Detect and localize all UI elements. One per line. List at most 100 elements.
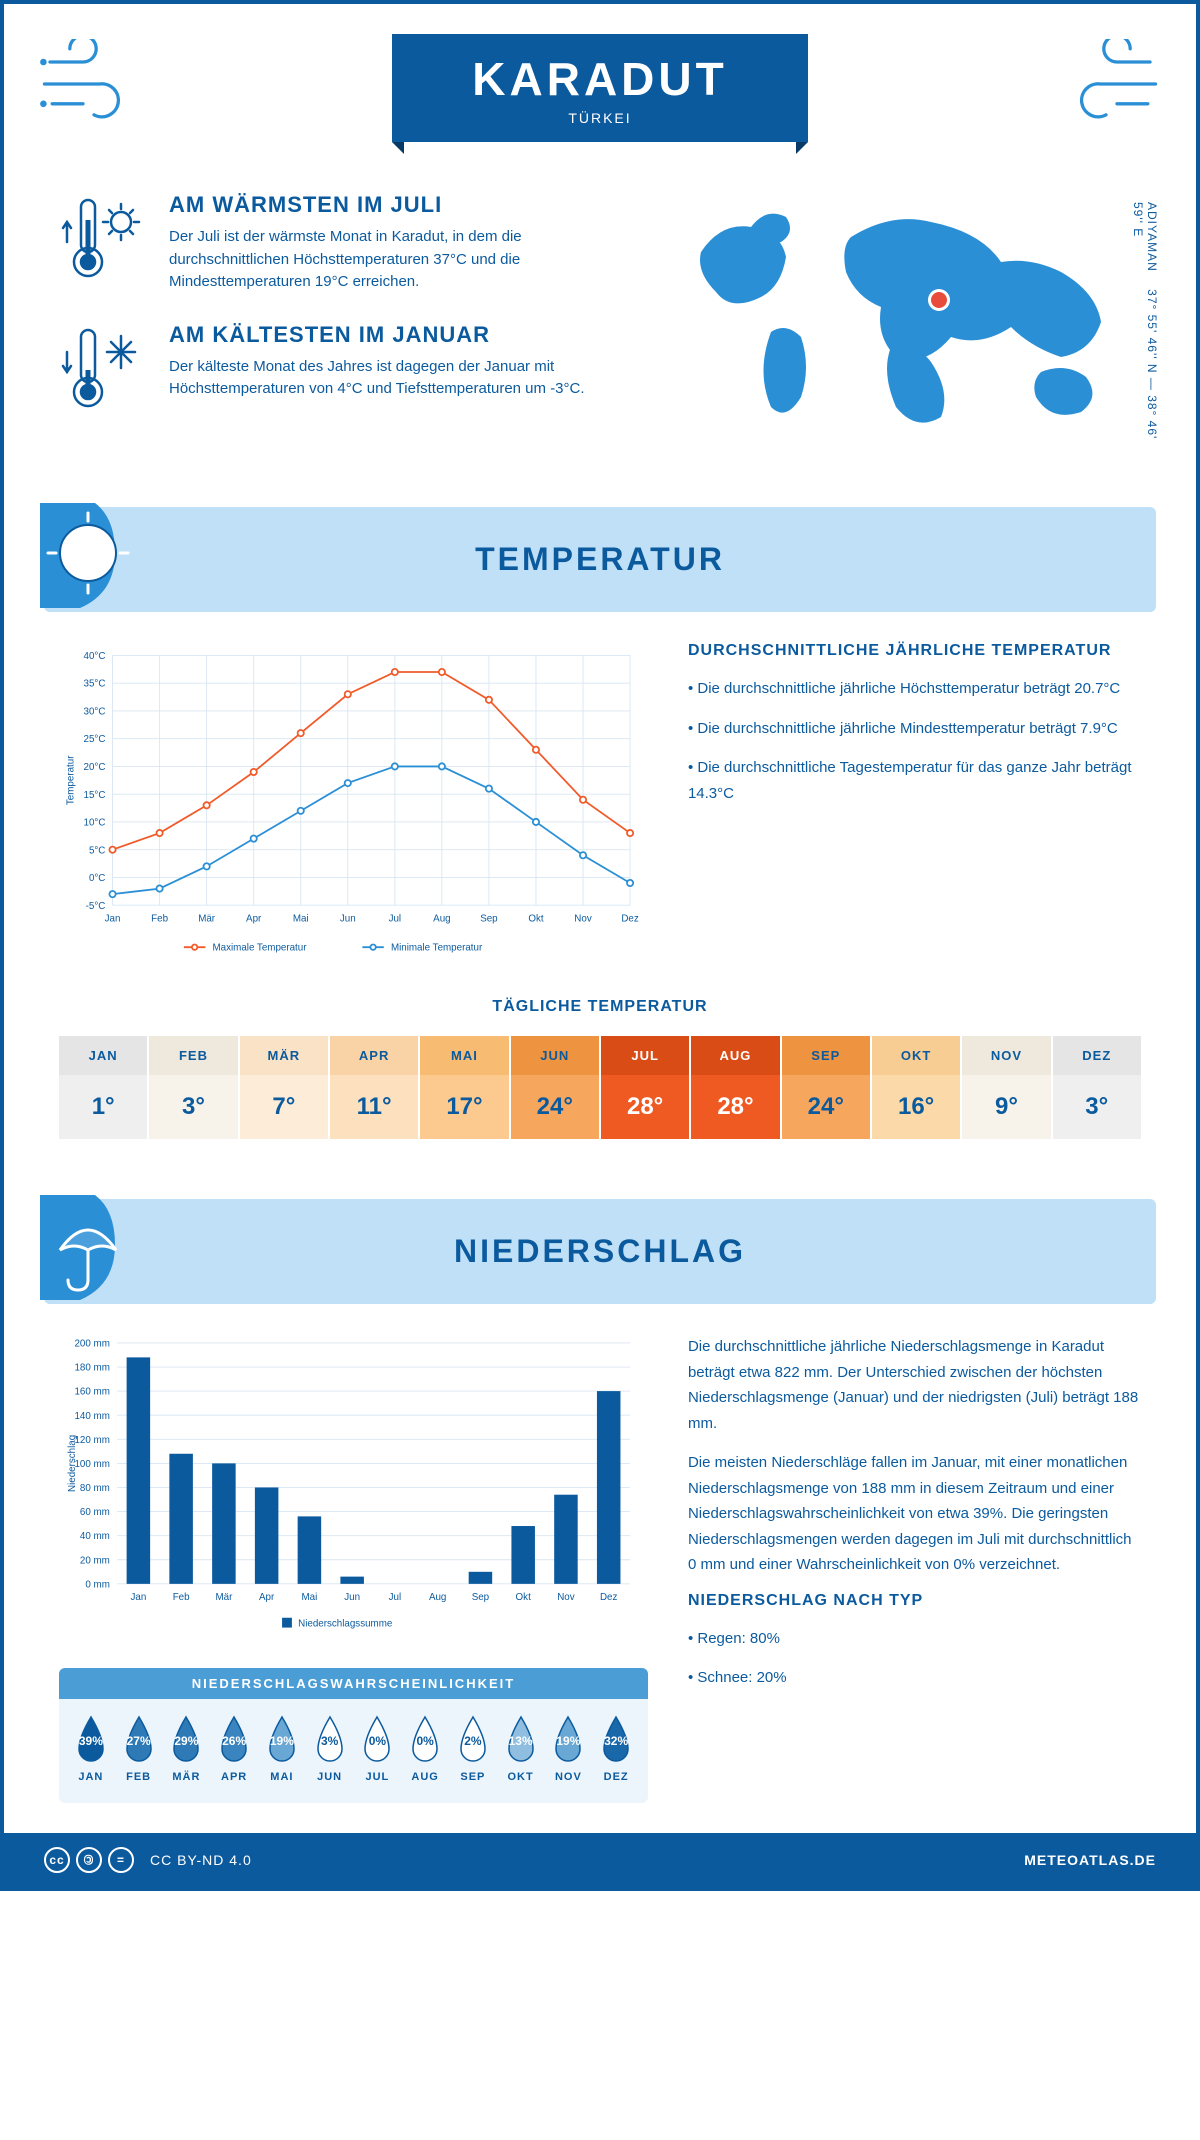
svg-text:120 mm: 120 mm — [74, 1435, 109, 1446]
svg-text:Aug: Aug — [433, 913, 450, 924]
drop-cell: 32%DEZ — [594, 1713, 638, 1783]
site-name: METEOATLAS.DE — [1024, 1852, 1156, 1868]
location-title: KARADUT — [472, 52, 727, 106]
svg-text:Jul: Jul — [389, 913, 402, 924]
svg-text:Feb: Feb — [151, 913, 168, 924]
umbrella-icon — [40, 1195, 160, 1315]
precipitation-header: NIEDERSCHLAG — [44, 1199, 1156, 1304]
coordinates: ADIYAMAN 37° 55' 46'' N — 38° 46' 59'' E — [1131, 202, 1159, 457]
svg-text:40 mm: 40 mm — [80, 1531, 110, 1542]
svg-text:60 mm: 60 mm — [80, 1507, 110, 1518]
warmest-text: AM WÄRMSTEN IM JULI Der Juli ist der wär… — [169, 192, 631, 294]
svg-text:20 mm: 20 mm — [80, 1556, 110, 1567]
svg-text:Okt: Okt — [528, 913, 544, 924]
drop-cell: 3%JUN — [308, 1713, 352, 1783]
info-blocks: AM WÄRMSTEN IM JULI Der Juli ist der wär… — [59, 192, 631, 457]
precip-text-2: Die meisten Niederschläge fallen im Janu… — [688, 1450, 1141, 1578]
top-info-section: AM WÄRMSTEN IM JULI Der Juli ist der wär… — [4, 182, 1196, 487]
temp-summary-title: DURCHSCHNITTLICHE JÄHRLICHE TEMPERATUR — [688, 642, 1141, 660]
bar-chart-svg: 0 mm20 mm40 mm60 mm80 mm100 mm120 mm140 … — [59, 1334, 648, 1637]
temp-bullet: Die durchschnittliche jährliche Mindestt… — [688, 716, 1141, 742]
daily-temp-grid: JAN1°FEB3°MÄR7°APR11°MAI17°JUN24°JUL28°A… — [59, 1036, 1141, 1139]
svg-text:Minimale Temperatur: Minimale Temperatur — [391, 943, 483, 954]
svg-text:Mär: Mär — [215, 1592, 233, 1603]
svg-text:25°C: 25°C — [84, 734, 106, 745]
temp-cell: MÄR7° — [240, 1036, 328, 1139]
thermometer-cold-icon — [59, 322, 149, 412]
temperature-chart: -5°C0°C5°C10°C15°C20°C25°C30°C35°C40°CJa… — [59, 642, 648, 968]
precipitation-title: NIEDERSCHLAG — [44, 1233, 1156, 1270]
svg-text:20°C: 20°C — [84, 762, 106, 773]
precip-text-1: Die durchschnittliche jährliche Niedersc… — [688, 1334, 1141, 1436]
svg-text:Nov: Nov — [574, 913, 592, 924]
footer: cc 🄯 = CC BY-ND 4.0 METEOATLAS.DE — [4, 1833, 1196, 1887]
svg-text:Jun: Jun — [340, 913, 356, 924]
svg-text:0 mm: 0 mm — [85, 1580, 110, 1591]
svg-text:15°C: 15°C — [84, 790, 106, 801]
svg-text:40°C: 40°C — [84, 651, 106, 662]
svg-text:Dez: Dez — [621, 913, 639, 924]
map-container: ADIYAMAN 37° 55' 46'' N — 38° 46' 59'' E — [671, 192, 1141, 457]
drop-cell: 0%AUG — [403, 1713, 447, 1783]
drops-row: 39%JAN27%FEB29%MÄR26%APR19%MAI3%JUN0%JUL… — [59, 1699, 648, 1789]
temperature-chart-row: -5°C0°C5°C10°C15°C20°C25°C30°C35°C40°CJa… — [4, 642, 1196, 998]
svg-text:0°C: 0°C — [89, 873, 105, 884]
coldest-title: AM KÄLTESTEN IM JANUAR — [169, 322, 631, 348]
temp-cell: JUL28° — [601, 1036, 689, 1139]
precip-type-bullet: Schnee: 20% — [688, 1665, 1141, 1691]
svg-text:140 mm: 140 mm — [74, 1411, 109, 1422]
svg-text:Jan: Jan — [105, 913, 121, 924]
drop-cell: 2%SEP — [451, 1713, 495, 1783]
precip-type-bullet: Regen: 80% — [688, 1626, 1141, 1652]
precip-type-list: Regen: 80% Schnee: 20% — [688, 1626, 1141, 1691]
svg-text:30°C: 30°C — [84, 706, 106, 717]
wind-icon — [39, 39, 149, 129]
temp-bullet-list: Die durchschnittliche jährliche Höchstte… — [688, 676, 1141, 806]
svg-text:Dez: Dez — [600, 1592, 618, 1603]
precipitation-summary: Die durchschnittliche jährliche Niedersc… — [688, 1334, 1141, 1802]
temp-cell: JUN24° — [511, 1036, 599, 1139]
thermometer-hot-icon — [59, 192, 149, 282]
svg-text:80 mm: 80 mm — [80, 1483, 110, 1494]
by-icon: 🄯 — [76, 1847, 102, 1873]
drop-cell: 27%FEB — [117, 1713, 161, 1783]
drop-cell: 39%JAN — [69, 1713, 113, 1783]
temp-cell: FEB3° — [149, 1036, 237, 1139]
temp-bullet: Die durchschnittliche Tagestemperatur fü… — [688, 755, 1141, 806]
warmest-desc: Der Juli ist der wärmste Monat in Karadu… — [169, 226, 631, 294]
license-text: CC BY-ND 4.0 — [150, 1852, 252, 1868]
svg-text:-5°C: -5°C — [86, 901, 106, 912]
infographic-page: KARADUT TÜRKEI AM WÄRMS — [0, 0, 1200, 1891]
svg-text:Niederschlag: Niederschlag — [67, 1435, 78, 1492]
precipitation-probability: NIEDERSCHLAGSWAHRSCHEINLICHKEIT 39%JAN27… — [59, 1668, 648, 1803]
svg-text:Mai: Mai — [302, 1592, 318, 1603]
drop-cell: 29%MÄR — [165, 1713, 209, 1783]
svg-text:10°C: 10°C — [84, 818, 106, 829]
temp-cell: DEZ3° — [1053, 1036, 1141, 1139]
temp-cell: OKT16° — [872, 1036, 960, 1139]
line-chart-svg: -5°C0°C5°C10°C15°C20°C25°C30°C35°C40°CJa… — [59, 642, 648, 963]
svg-text:160 mm: 160 mm — [74, 1387, 109, 1398]
temp-cell: NOV9° — [962, 1036, 1050, 1139]
svg-text:Feb: Feb — [173, 1592, 190, 1603]
daily-temperature: TÄGLICHE TEMPERATUR JAN1°FEB3°MÄR7°APR11… — [4, 998, 1196, 1179]
temperature-summary: DURCHSCHNITTLICHE JÄHRLICHE TEMPERATUR D… — [688, 642, 1141, 968]
warmest-block: AM WÄRMSTEN IM JULI Der Juli ist der wär… — [59, 192, 631, 294]
wind-icon — [1051, 39, 1161, 129]
temp-cell: SEP24° — [782, 1036, 870, 1139]
sun-icon — [40, 503, 160, 623]
daily-temp-title: TÄGLICHE TEMPERATUR — [59, 998, 1141, 1016]
world-map-icon — [671, 192, 1141, 452]
coord-region: ADIYAMAN — [1145, 202, 1159, 272]
svg-text:Apr: Apr — [259, 1592, 275, 1603]
coord-lat: 37° 55' 46'' N — [1145, 289, 1159, 373]
cc-icon: cc — [44, 1847, 70, 1873]
coldest-desc: Der kälteste Monat des Jahres ist dagege… — [169, 356, 631, 401]
drop-cell: 0%JUL — [356, 1713, 400, 1783]
precip-type-title: NIEDERSCHLAG NACH TYP — [688, 1592, 1141, 1610]
nd-icon: = — [108, 1847, 134, 1873]
drop-cell: 19%NOV — [547, 1713, 591, 1783]
svg-text:200 mm: 200 mm — [74, 1339, 109, 1350]
svg-text:Nov: Nov — [557, 1592, 575, 1603]
precipitation-chart-row: 0 mm20 mm40 mm60 mm80 mm100 mm120 mm140 … — [4, 1334, 1196, 1832]
